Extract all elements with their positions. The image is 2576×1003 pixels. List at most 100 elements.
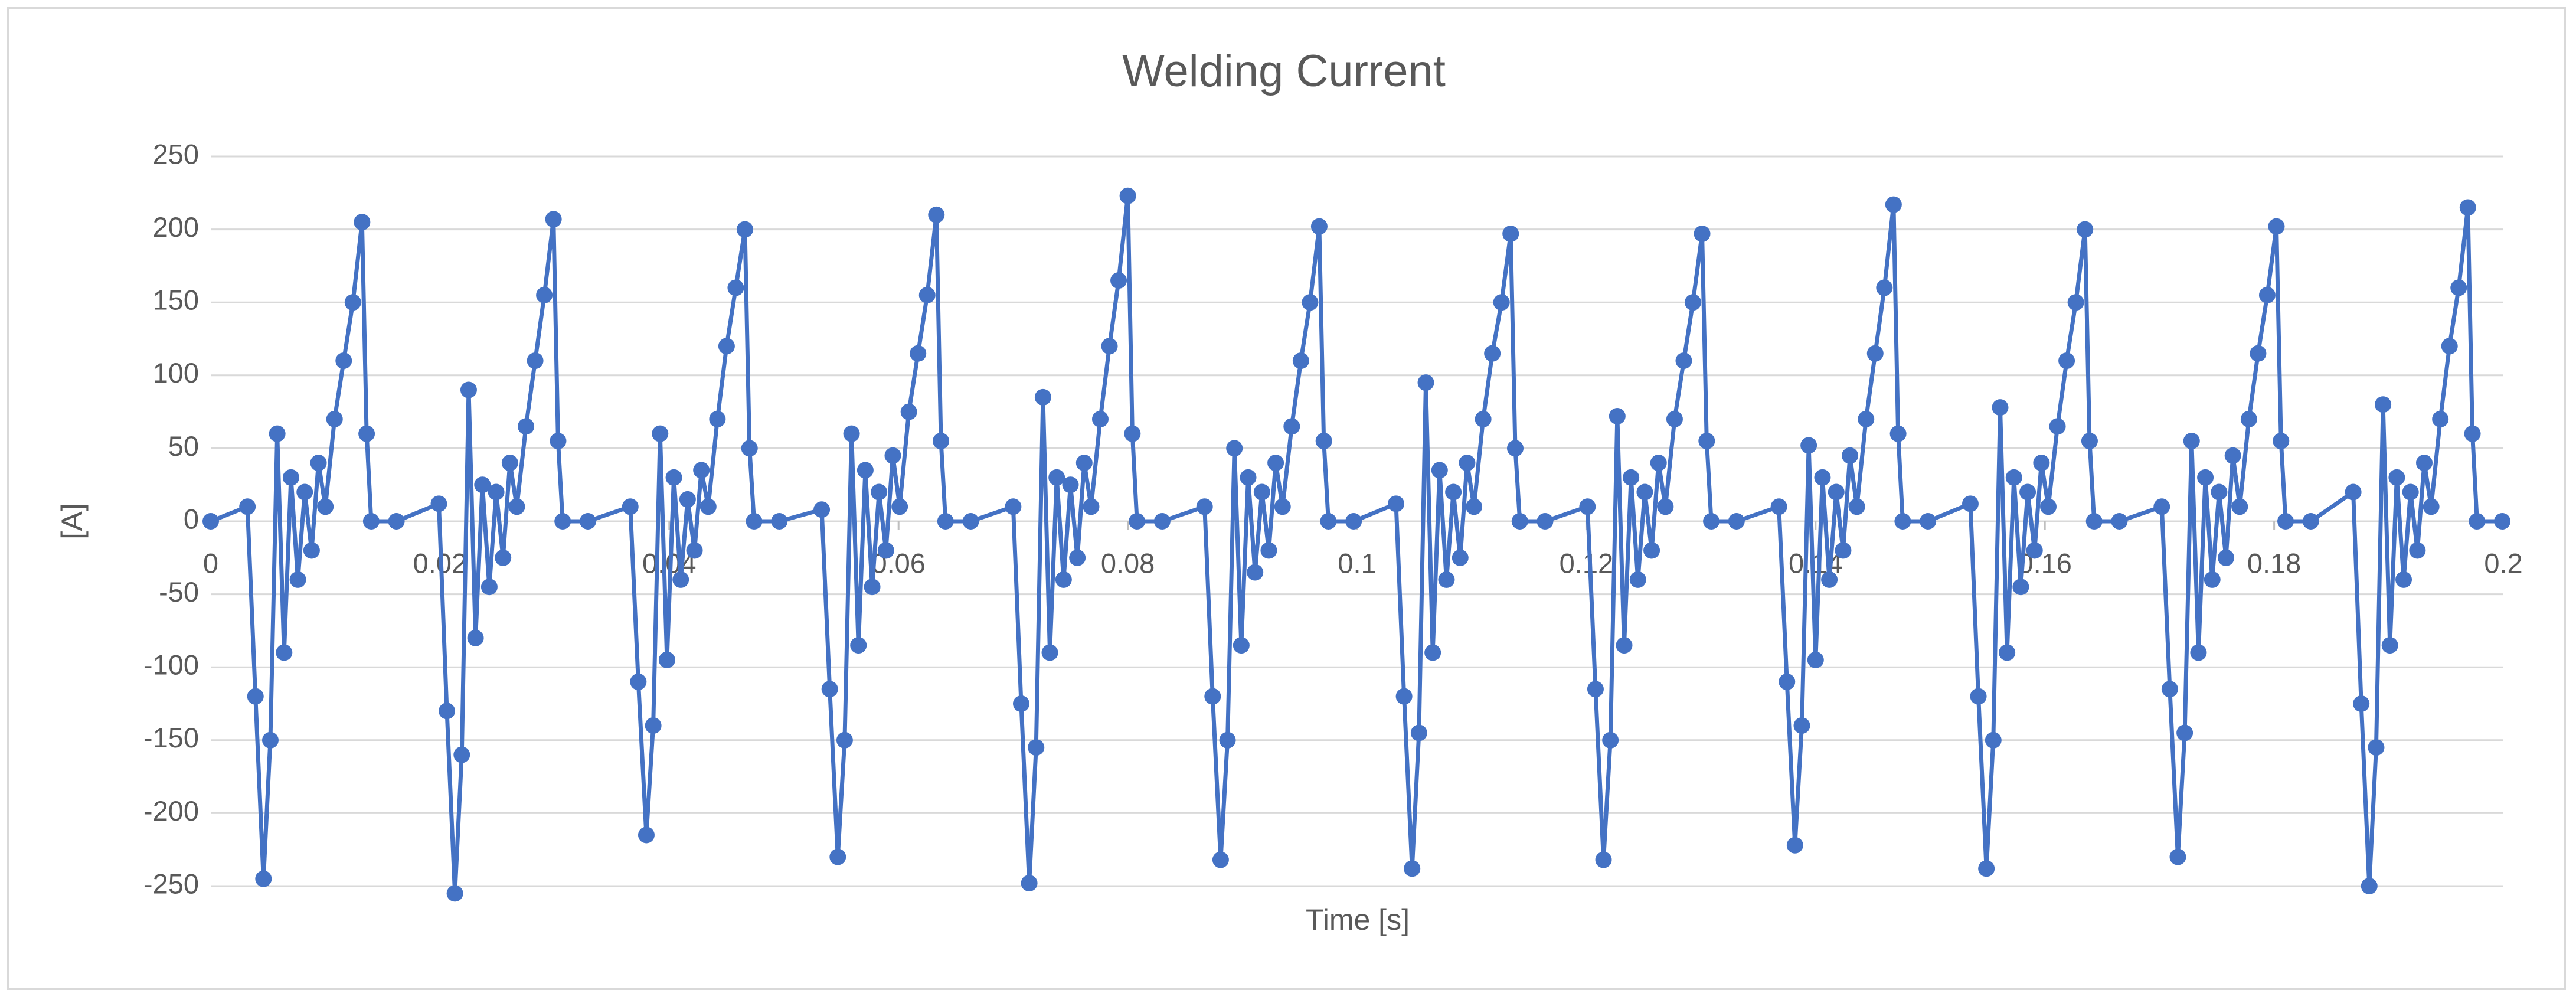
x-tick-label: 0 — [203, 547, 218, 579]
data-point — [2368, 739, 2385, 756]
data-point — [1119, 187, 1136, 204]
data-point — [1345, 513, 1362, 530]
data-point — [1247, 564, 1264, 581]
data-point — [2169, 848, 2186, 865]
data-point — [1502, 226, 1519, 243]
data-point — [2231, 498, 2248, 515]
data-point — [439, 703, 456, 720]
data-point — [1858, 410, 1875, 427]
data-point — [2005, 469, 2022, 486]
data-point — [727, 279, 744, 296]
data-point — [261, 731, 279, 749]
data-point — [344, 294, 361, 311]
data-point — [2381, 637, 2398, 654]
data-point — [1459, 455, 1476, 472]
data-point — [2067, 294, 2084, 311]
data-point — [1511, 513, 1528, 530]
data-point — [1842, 447, 1859, 464]
data-point — [2494, 513, 2511, 530]
data-point — [1484, 345, 1501, 362]
data-point — [1253, 483, 1270, 501]
data-point — [1675, 352, 1692, 370]
y-axis-title: [A] — [55, 503, 89, 539]
data-point — [269, 425, 286, 442]
data-point — [1028, 739, 1045, 756]
data-point — [1424, 644, 1441, 661]
data-point — [2058, 352, 2075, 370]
data-point — [1124, 425, 1141, 442]
data-point — [2258, 286, 2276, 303]
data-point — [1452, 549, 1469, 566]
data-point — [1985, 731, 2002, 749]
data-point — [850, 637, 867, 654]
data-point — [622, 498, 639, 515]
data-point — [1101, 338, 1118, 355]
y-tick-label: 0 — [184, 503, 199, 534]
data-point — [1417, 374, 1434, 391]
data-point — [446, 885, 463, 902]
data-point — [317, 498, 334, 515]
data-point — [2388, 469, 2405, 486]
data-point — [699, 498, 717, 515]
data-point — [1894, 513, 1911, 530]
data-point — [247, 688, 264, 705]
x-tick-label: 0.16 — [2018, 547, 2071, 579]
data-point — [1978, 860, 1995, 877]
data-point — [1770, 498, 1787, 515]
data-point — [2197, 469, 2214, 486]
data-point — [962, 513, 979, 530]
x-tick-label: 0.08 — [1101, 547, 1155, 579]
data-point — [1506, 440, 1524, 457]
data-point — [937, 513, 954, 530]
data-point — [1616, 637, 1633, 654]
data-point — [303, 542, 320, 559]
data-point — [2240, 410, 2257, 427]
data-point — [1920, 513, 1937, 530]
data-point — [933, 433, 950, 450]
data-point — [518, 418, 535, 435]
data-point — [2375, 396, 2392, 413]
x-tick-label: 0.1 — [1338, 547, 1376, 579]
data-point — [741, 440, 758, 457]
data-point — [1005, 498, 1022, 515]
data-point — [508, 498, 525, 515]
data-point — [1636, 483, 1653, 501]
data-point — [1643, 542, 1660, 559]
data-point — [638, 826, 655, 844]
data-point — [900, 403, 917, 420]
data-point — [2019, 483, 2036, 501]
data-point — [1828, 483, 1845, 501]
data-point — [1793, 717, 1810, 734]
data-point — [1310, 218, 1328, 235]
data-point — [672, 571, 689, 588]
data-point — [1609, 408, 1626, 425]
data-point — [488, 483, 505, 501]
data-point — [836, 731, 853, 749]
data-point — [1226, 440, 1243, 457]
y-tick-label: 150 — [153, 285, 199, 316]
x-tick-label: 0.18 — [2247, 547, 2301, 579]
data-point — [2273, 433, 2290, 450]
data-point — [1885, 196, 1902, 213]
data-point — [1889, 425, 1907, 442]
data-point — [645, 717, 662, 734]
data-point — [1041, 644, 1058, 661]
data-point — [1153, 513, 1171, 530]
data-point — [255, 870, 272, 887]
y-tick-label: 250 — [153, 138, 199, 169]
data-point — [460, 381, 477, 398]
data-point — [2026, 542, 2043, 559]
data-point — [536, 286, 553, 303]
data-point — [746, 513, 763, 530]
data-point — [1233, 637, 1250, 654]
data-point — [2211, 483, 2228, 501]
data-point — [1062, 476, 1079, 494]
data-point — [2204, 571, 2221, 588]
data-point — [2416, 455, 2433, 472]
data-point — [2361, 878, 2378, 894]
y-tick-label: -150 — [143, 722, 199, 753]
data-point — [326, 410, 343, 427]
data-point — [1999, 644, 2016, 661]
data-point — [2190, 644, 2207, 661]
data-point — [2409, 542, 2426, 559]
